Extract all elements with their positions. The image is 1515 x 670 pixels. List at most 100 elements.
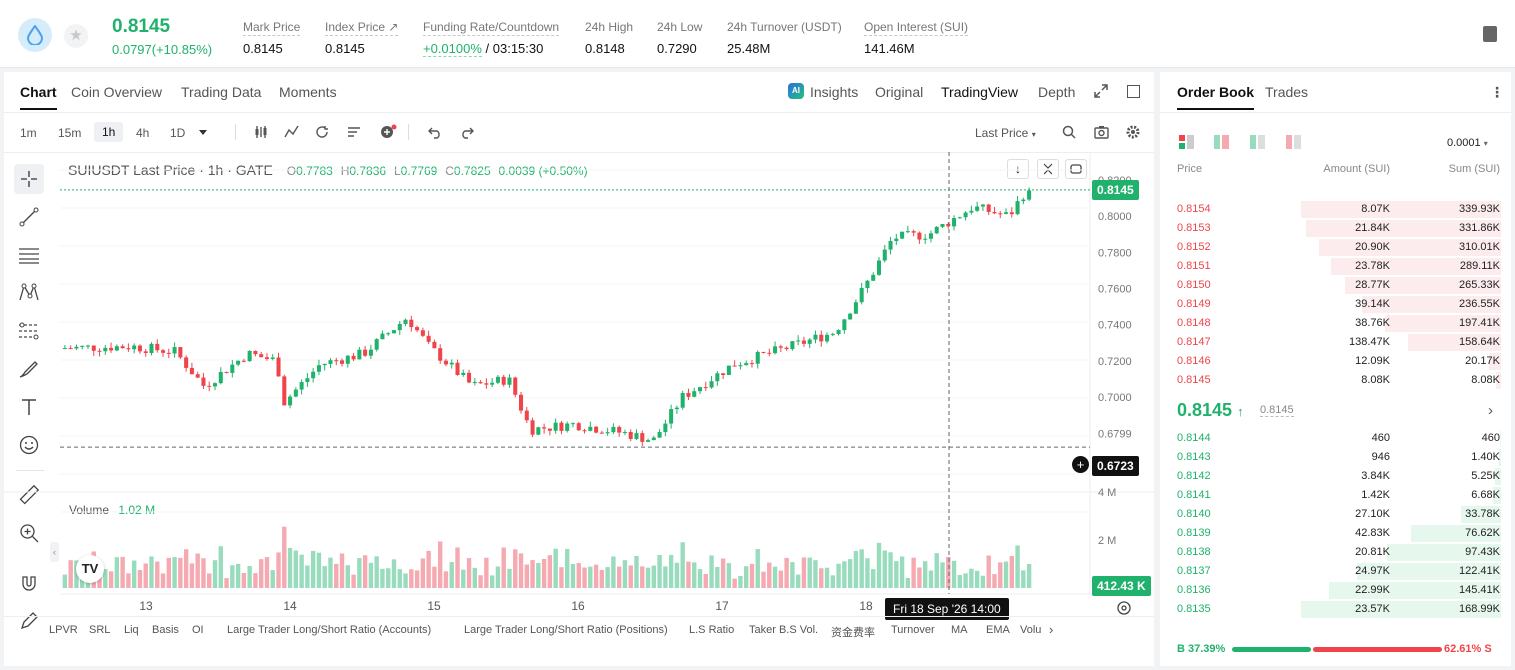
tab-coin-overview[interactable]: Coin Overview <box>71 84 163 100</box>
mode-depth[interactable]: Depth <box>1038 84 1076 100</box>
ask-row[interactable]: 0.8151 23.78K 289.11K <box>1160 257 1511 276</box>
candle-body <box>605 432 610 434</box>
emoji-tool-icon[interactable] <box>14 430 44 460</box>
chevron-right-icon[interactable]: › <box>1049 622 1054 637</box>
refresh-icon[interactable] <box>1065 159 1087 179</box>
brush-tool-icon[interactable] <box>14 354 44 384</box>
bid-row[interactable]: 0.8140 27.10K 33.78K <box>1160 505 1511 524</box>
text-tool-icon[interactable] <box>14 392 44 422</box>
expand-icon[interactable] <box>1094 84 1108 98</box>
chart-settings-icon[interactable] <box>1116 600 1132 621</box>
pencil-lock-tool-icon[interactable] <box>14 606 44 636</box>
ask-row[interactable]: 0.8153 21.84K 331.86K <box>1160 219 1511 238</box>
search-icon[interactable] <box>1062 125 1076 144</box>
ai-insights-icon[interactable]: AI <box>788 83 804 99</box>
ask-row[interactable]: 0.8146 12.09K 20.17K <box>1160 352 1511 371</box>
pattern-tool-icon[interactable] <box>14 278 44 308</box>
indicator-12[interactable]: EMA <box>986 624 1010 636</box>
ruler-tool-icon[interactable] <box>14 480 44 510</box>
price-type-select[interactable]: Last Price ▾ <box>975 126 1036 140</box>
undo-icon[interactable] <box>428 125 442 144</box>
indicator-1[interactable]: SRL <box>89 624 111 636</box>
horizontal-lines-tool-icon[interactable] <box>14 240 44 270</box>
bid-row[interactable]: 0.8138 20.81K 97.43K <box>1160 543 1511 562</box>
insights-button[interactable]: Insights <box>810 84 859 100</box>
ask-row[interactable]: 0.8147 138.47K 158.64K <box>1160 333 1511 352</box>
precision-select[interactable]: 0.0001 ▾ <box>1447 137 1488 149</box>
tab-trading-data[interactable]: Trading Data <box>181 84 262 100</box>
timeframe-1m[interactable]: 1m <box>20 126 37 140</box>
arrow-down-icon[interactable]: ↓ <box>1007 159 1029 179</box>
bid-row[interactable]: 0.8144 460 460 <box>1160 429 1511 448</box>
ask-row[interactable]: 0.8154 8.07K 339.93K <box>1160 200 1511 219</box>
indicator-4[interactable]: OI <box>192 624 204 636</box>
candle-body <box>357 349 362 360</box>
bid-row[interactable]: 0.8142 3.84K 5.25K <box>1160 467 1511 486</box>
bid-row[interactable]: 0.8141 1.42K 6.68K <box>1160 486 1511 505</box>
crosshair-tool-icon[interactable] <box>14 164 44 194</box>
fib-tool-icon[interactable] <box>14 316 44 346</box>
mode-tradingview[interactable]: TradingView <box>941 84 1019 100</box>
timeframe-15m[interactable]: 15m <box>58 126 82 140</box>
candle-type-icon[interactable] <box>254 125 269 144</box>
add-alert-icon[interactable]: + <box>1072 456 1089 473</box>
replay-icon[interactable] <box>315 125 329 144</box>
ask-row[interactable]: 0.8152 20.90K 310.01K <box>1160 238 1511 257</box>
zoom-in-tool-icon[interactable] <box>14 518 44 548</box>
template-icon[interactable] <box>347 125 361 144</box>
mid-chevron-icon[interactable]: › <box>1488 402 1493 419</box>
favorite-star-icon[interactable]: ★ <box>64 24 88 48</box>
indicator-3[interactable]: Basis <box>152 624 179 636</box>
tab-moments[interactable]: Moments <box>279 84 337 100</box>
indicator-2[interactable]: Liq <box>124 624 139 636</box>
indicator-11[interactable]: MA <box>951 624 968 636</box>
collapse-toolbar-icon[interactable]: ‹ <box>50 542 59 562</box>
indicator-7[interactable]: L.S Ratio <box>689 624 735 636</box>
ask-row[interactable]: 0.8149 39.14K 236.55K <box>1160 295 1511 314</box>
indicators-icon[interactable] <box>284 125 299 144</box>
timeframe-1h[interactable]: 1h <box>94 122 124 142</box>
gear-icon[interactable] <box>1126 125 1140 144</box>
view-split-icon[interactable] <box>1214 135 1230 155</box>
bid-row[interactable]: 0.8143 946 1.40K <box>1160 448 1511 467</box>
timeframe-4h[interactable]: 4h <box>136 126 150 140</box>
mode-original[interactable]: Original <box>875 84 924 100</box>
indicator-5[interactable]: Large Trader Long/Short Ratio (Accounts) <box>227 624 432 636</box>
tab-order-book[interactable]: Order Book <box>1177 84 1255 110</box>
timeframe-dropdown-icon[interactable] <box>199 130 207 135</box>
price-chart[interactable]: 0.82000.80000.78000.76000.74000.72000.70… <box>4 152 1154 614</box>
trend-line-tool-icon[interactable] <box>14 202 44 232</box>
bid-row[interactable]: 0.8137 24.97K 122.41K <box>1160 562 1511 581</box>
redo-icon[interactable] <box>460 125 474 144</box>
view-bids-icon[interactable] <box>1250 135 1266 155</box>
window-icon[interactable] <box>1127 85 1140 98</box>
candle-body <box>692 391 697 397</box>
volume-bar <box>437 541 443 588</box>
bid-row[interactable]: 0.8136 22.99K 145.41K <box>1160 581 1511 600</box>
view-both-icon[interactable] <box>1179 135 1195 155</box>
bid-row[interactable]: 0.8135 23.57K 168.99K <box>1160 600 1511 619</box>
candle-body <box>74 346 79 349</box>
indicator-9[interactable]: 资金费率 <box>831 627 875 639</box>
indicator-6[interactable]: Large Trader Long/Short Ratio (Positions… <box>464 624 668 636</box>
guide-book-icon[interactable] <box>1483 26 1497 42</box>
volume-bar <box>819 568 824 588</box>
bid-row[interactable]: 0.8139 42.83K 76.62K <box>1160 524 1511 543</box>
tab-trades[interactable]: Trades <box>1265 84 1309 100</box>
funding-rate-value[interactable]: +0.0100% <box>423 41 482 57</box>
tab-chart[interactable]: Chart <box>20 84 57 110</box>
indicator-13[interactable]: Volu <box>1020 624 1042 636</box>
add-indicator-icon[interactable] <box>379 124 397 145</box>
magnet-tool-icon[interactable] <box>14 568 44 598</box>
ask-row[interactable]: 0.8145 8.08K 8.08K <box>1160 371 1511 390</box>
ask-row[interactable]: 0.8148 38.76K 197.41K <box>1160 314 1511 333</box>
ask-row[interactable]: 0.8150 28.77K 265.33K <box>1160 276 1511 295</box>
camera-icon[interactable] <box>1094 125 1109 144</box>
indicator-0[interactable]: LPVR <box>49 624 78 636</box>
indicator-8[interactable]: Taker B.S Vol. <box>749 624 819 636</box>
timeframe-1d[interactable]: 1D <box>170 126 186 140</box>
view-asks-icon[interactable] <box>1286 135 1302 155</box>
stat-index-price[interactable]: Index Price ↗ 0.8145 <box>325 20 399 56</box>
more-icon[interactable]: ⋮ <box>1490 84 1504 100</box>
indicator-10[interactable]: Turnover <box>891 624 935 636</box>
